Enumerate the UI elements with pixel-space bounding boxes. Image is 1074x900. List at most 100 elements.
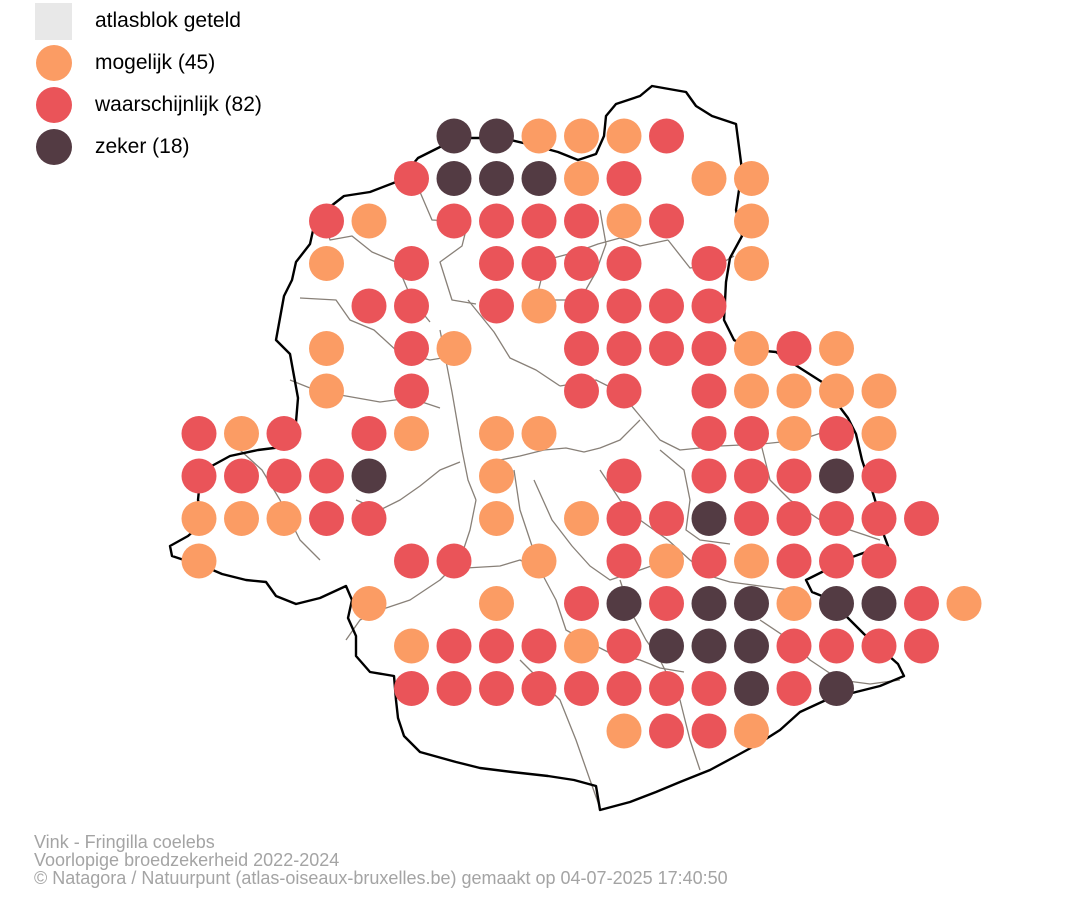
municipality-boundary xyxy=(513,469,685,673)
atlas-dot-mogelijk xyxy=(351,586,387,621)
municipality-boundary xyxy=(535,237,669,301)
atlas-dot-mogelijk xyxy=(479,416,514,451)
atlas-dot-waarschijnlijk xyxy=(606,543,642,579)
atlas-dot-mogelijk xyxy=(861,373,897,409)
legend-swatch-circle xyxy=(36,87,72,123)
atlas-dot-mogelijk xyxy=(734,713,769,749)
atlas-dot-waarschijnlijk xyxy=(394,543,429,579)
atlas-dot-waarschijnlijk xyxy=(394,161,429,196)
atlas-dot-zeker xyxy=(479,118,514,154)
atlas-dot-waarschijnlijk xyxy=(436,203,472,239)
atlas-dot-mogelijk xyxy=(734,373,769,409)
atlas-dot-waarschijnlijk xyxy=(776,628,812,664)
atlas-dot-mogelijk xyxy=(734,246,769,281)
atlas-dot-zeker xyxy=(521,161,557,196)
atlas-dot-waarschijnlijk xyxy=(394,246,429,281)
atlas-dot-mogelijk xyxy=(181,543,217,579)
atlas-dot-waarschijnlijk xyxy=(351,288,387,324)
atlas-dot-waarschijnlijk xyxy=(819,416,854,451)
atlas-dot-zeker xyxy=(734,671,769,706)
atlas-dot-waarschijnlijk xyxy=(394,331,429,366)
atlas-dot-mogelijk xyxy=(521,416,557,451)
atlas-dot-zeker xyxy=(436,118,472,154)
atlas-dot-mogelijk xyxy=(521,288,557,324)
atlas-dot-waarschijnlijk xyxy=(351,416,387,451)
atlas-dot-waarschijnlijk xyxy=(904,628,939,664)
atlas-dot-waarschijnlijk xyxy=(479,671,514,706)
atlas-dot-mogelijk xyxy=(181,501,217,536)
atlas-dot-mogelijk xyxy=(819,373,854,409)
municipality-boundary xyxy=(467,299,561,387)
atlas-dot-mogelijk xyxy=(479,586,514,621)
atlas-dot-waarschijnlijk xyxy=(521,246,557,281)
atlas-dot-waarschijnlijk xyxy=(436,671,472,706)
atlas-dot-waarschijnlijk xyxy=(309,203,344,239)
atlas-dot-waarschijnlijk xyxy=(564,671,599,706)
atlas-dot-mogelijk xyxy=(606,203,642,239)
atlas-dot-waarschijnlijk xyxy=(649,118,684,154)
atlas-dot-waarschijnlijk xyxy=(691,288,727,324)
atlas-dot-waarschijnlijk xyxy=(564,203,599,239)
atlas-dot-waarschijnlijk xyxy=(649,288,684,324)
legend: atlasblok geteld mogelijk (45) waarschij… xyxy=(34,2,354,172)
atlas-dot-waarschijnlijk xyxy=(776,501,812,536)
municipality-boundary xyxy=(299,297,455,361)
atlas-dot-waarschijnlijk xyxy=(564,373,599,409)
atlas-dot-waarschijnlijk xyxy=(521,203,557,239)
atlas-dot-mogelijk xyxy=(436,331,472,366)
atlas-dot-waarschijnlijk xyxy=(394,288,429,324)
atlas-dot-waarschijnlijk xyxy=(606,246,642,281)
municipality-boundary xyxy=(533,479,669,581)
atlas-dot-mogelijk xyxy=(394,628,429,664)
municipality-boundary xyxy=(439,329,477,501)
atlas-dot-zeker xyxy=(606,586,642,621)
atlas-dot-mogelijk xyxy=(649,543,684,579)
atlas-dot-waarschijnlijk xyxy=(819,628,854,664)
atlas-dot-mogelijk xyxy=(309,373,344,409)
atlas-dot-mogelijk xyxy=(734,203,769,239)
atlas-dot-mogelijk xyxy=(946,586,982,621)
atlas-dot-waarschijnlijk xyxy=(691,373,727,409)
atlas-dot-mogelijk xyxy=(564,628,599,664)
atlas-dot-waarschijnlijk xyxy=(649,501,684,536)
atlas-dot-waarschijnlijk xyxy=(691,713,727,749)
atlas-dot-mogelijk xyxy=(734,331,769,366)
atlas-dot-mogelijk xyxy=(266,501,302,536)
atlas-dot-mogelijk xyxy=(224,501,259,536)
legend-swatch-circle xyxy=(36,45,72,81)
atlas-dot-waarschijnlijk xyxy=(394,671,429,706)
atlas-dot-mogelijk xyxy=(564,161,599,196)
atlas-dot-waarschijnlijk xyxy=(776,543,812,579)
atlas-dot-mogelijk xyxy=(776,586,812,621)
atlas-dot-mogelijk xyxy=(564,118,599,154)
atlas-dot-waarschijnlijk xyxy=(734,501,769,536)
credit-line: © Natagora / Natuurpunt (atlas-oiseaux-b… xyxy=(34,868,728,888)
atlas-dot-mogelijk xyxy=(606,713,642,749)
atlas-dot-zeker xyxy=(734,586,769,621)
atlas-dot-waarschijnlijk xyxy=(819,501,854,536)
atlas-dot-waarschijnlijk xyxy=(181,458,217,494)
map-subtitle: Voorlopige broedzekerheid 2022-2024 xyxy=(34,850,340,870)
atlas-dot-waarschijnlijk xyxy=(564,246,599,281)
legend-label: waarschijnlijk (82) xyxy=(95,93,262,116)
atlas-dot-mogelijk xyxy=(479,501,514,536)
atlas-dot-mogelijk xyxy=(734,543,769,579)
atlas-dot-zeker xyxy=(649,628,684,664)
atlas-dot-waarschijnlijk xyxy=(776,671,812,706)
atlas-dot-waarschijnlijk xyxy=(266,458,302,494)
atlas-dot-mogelijk xyxy=(734,161,769,196)
atlas-dot-zeker xyxy=(819,458,854,494)
atlas-dot-waarschijnlijk xyxy=(181,416,217,451)
atlas-dot-waarschijnlijk xyxy=(904,501,939,536)
legend-swatch-circle xyxy=(36,129,72,165)
atlas-dot-mogelijk xyxy=(521,543,557,579)
atlas-dot-waarschijnlijk xyxy=(649,203,684,239)
atlas-dot-zeker xyxy=(479,161,514,196)
atlas-dot-waarschijnlijk xyxy=(309,501,344,536)
atlas-dot-waarschijnlijk xyxy=(606,501,642,536)
atlas-dot-waarschijnlijk xyxy=(521,671,557,706)
atlas-dot-zeker xyxy=(819,586,854,621)
atlas-dot-waarschijnlijk xyxy=(606,161,642,196)
atlas-dot-waarschijnlijk xyxy=(606,671,642,706)
